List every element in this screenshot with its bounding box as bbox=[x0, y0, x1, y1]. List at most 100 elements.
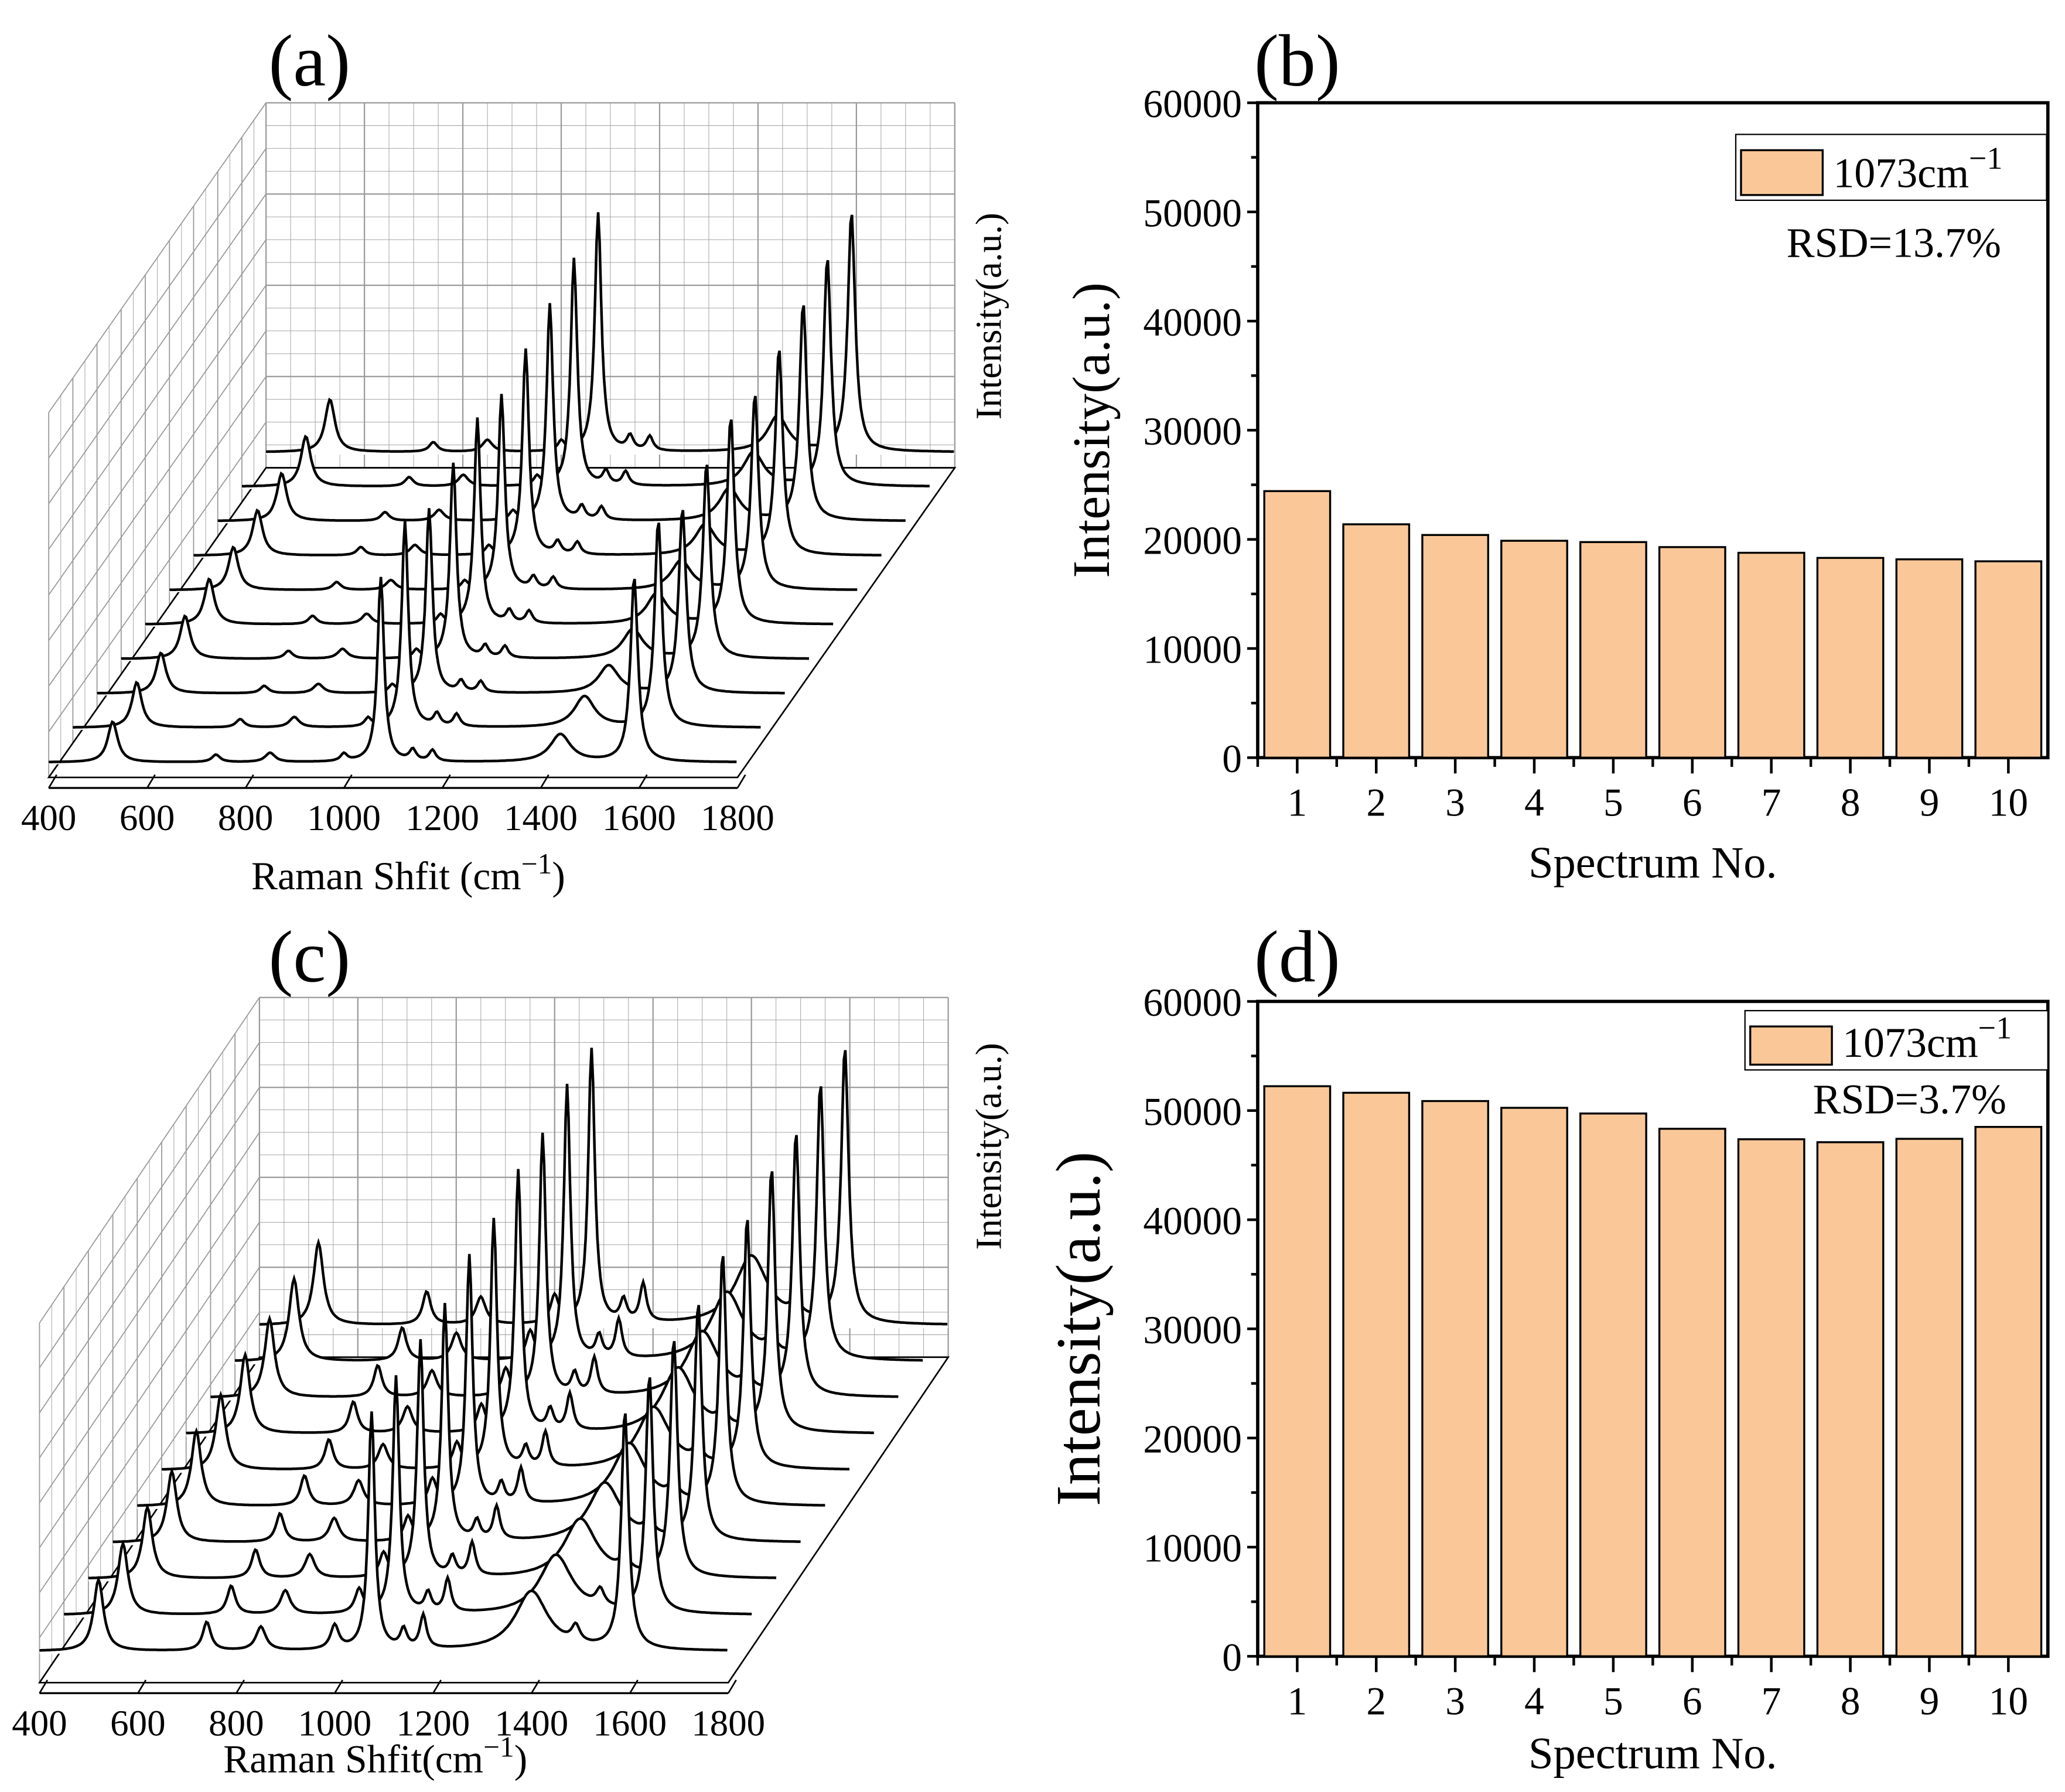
x-tick-label: 1000 bbox=[298, 1702, 371, 1743]
x-tick-label: 10 bbox=[1989, 780, 2028, 824]
x-tick bbox=[736, 774, 746, 789]
side-wall-gridline bbox=[39, 1177, 260, 1503]
x-tick bbox=[146, 774, 156, 789]
x-axis-label-superscript: −1 bbox=[483, 1730, 514, 1763]
panel-d-bar-chart: 0 10000 20000 30000 40000 50000 60000 1 2 3 4 5 6 7 8 9… bbox=[1044, 981, 2050, 1779]
x-tick-label: 1400 bbox=[494, 1702, 568, 1743]
x-tick bbox=[48, 774, 57, 789]
bar-10 bbox=[1974, 560, 2043, 759]
y-tick-label: 60000 bbox=[1143, 981, 1242, 1025]
legend-label: 1073cm−1 bbox=[1833, 141, 2002, 197]
panel-label-d: (d) bbox=[1254, 917, 1340, 998]
x-tick-label: 9 bbox=[1920, 1679, 1940, 1723]
bar-6 bbox=[1658, 1128, 1726, 1658]
y-tick-label: 0 bbox=[1222, 1636, 1242, 1680]
x-axis-label-text-end: ) bbox=[552, 854, 565, 898]
x-tick-label: 6 bbox=[1682, 780, 1702, 824]
bar-5 bbox=[1579, 541, 1647, 759]
spectrum-line-1 bbox=[39, 1411, 728, 1652]
spectrum-line-9 bbox=[234, 1084, 923, 1362]
panel-label-a: (a) bbox=[268, 21, 350, 102]
x-tick-label: 6 bbox=[1682, 1679, 1702, 1723]
spectrum-fill bbox=[169, 394, 859, 592]
bar-8 bbox=[1816, 557, 1885, 759]
bar-2 bbox=[1342, 523, 1411, 759]
y-tick-label: 30000 bbox=[1143, 409, 1242, 453]
panel-label-b: (b) bbox=[1254, 21, 1340, 102]
x-tick bbox=[531, 1680, 540, 1694]
x-tick-label: 1800 bbox=[701, 797, 774, 838]
x-tick-label: 1600 bbox=[602, 797, 676, 838]
spectrum-line-9 bbox=[241, 257, 930, 488]
x-tick-label: 2 bbox=[1366, 780, 1386, 824]
legend-label-superscript: −1 bbox=[1978, 1010, 2012, 1045]
x-tick-label: 1 bbox=[1288, 1679, 1308, 1723]
bar-2 bbox=[1342, 1091, 1411, 1658]
spectrum-line-8 bbox=[210, 1132, 899, 1398]
floor-outline bbox=[37, 1356, 950, 1684]
bar-9 bbox=[1895, 1138, 1964, 1658]
spectrum-line-5 bbox=[137, 1254, 825, 1507]
side-wall-gridline bbox=[39, 1267, 260, 1593]
spectrum-line-8 bbox=[217, 303, 906, 523]
bar-3 bbox=[1421, 534, 1490, 759]
side-wall-gridline bbox=[48, 285, 267, 596]
x-tick-label: 1400 bbox=[504, 797, 578, 838]
rsd-annotation: RSD=3.7% bbox=[1813, 1076, 2006, 1123]
x-tick-label: 1800 bbox=[691, 1702, 765, 1743]
side-wall-gridline bbox=[39, 1221, 260, 1548]
bar-4 bbox=[1500, 1107, 1568, 1658]
spectrum-line-2 bbox=[73, 520, 761, 729]
y-tick-label: 10000 bbox=[1143, 628, 1242, 672]
x-tick bbox=[441, 774, 451, 789]
bar-7 bbox=[1737, 1138, 1805, 1658]
legend-label: 1073cm−1 bbox=[1842, 1010, 2012, 1066]
side-wall-gridline bbox=[39, 1312, 260, 1639]
panel-b-bar-chart: 0 10000 20000 30000 40000 50000 60000 1 2 3 4 5 6 7 8 9… bbox=[1063, 82, 2050, 888]
x-tick-label: 9 bbox=[1920, 780, 1940, 824]
x-tick-label: 1 bbox=[1288, 780, 1308, 824]
spectrum-line-1 bbox=[49, 576, 737, 763]
spectrum-line-10 bbox=[259, 1047, 948, 1326]
x-axis-label-text: Raman Shfit (cm bbox=[251, 854, 521, 898]
legend-label-text: 1073cm bbox=[1833, 149, 1969, 196]
spectrum-fill bbox=[97, 508, 786, 696]
bar-8 bbox=[1816, 1141, 1885, 1658]
x-tick-label: 600 bbox=[120, 797, 175, 838]
x-tick-label: 600 bbox=[110, 1702, 165, 1743]
y-tick-label: 0 bbox=[1222, 737, 1242, 781]
x-tick-label: 1200 bbox=[396, 1702, 470, 1743]
side-wall-gridline bbox=[48, 102, 267, 413]
floor-outline bbox=[47, 467, 957, 779]
side-wall-gridline bbox=[48, 193, 267, 504]
spectrum-fill bbox=[266, 212, 955, 455]
x-tick bbox=[137, 1680, 147, 1694]
x-tick-label: 3 bbox=[1445, 1679, 1465, 1723]
x-tick-label: 400 bbox=[12, 1702, 67, 1743]
x-tick-label: 8 bbox=[1841, 1679, 1861, 1723]
spectrum-line-5 bbox=[145, 417, 834, 626]
spectrum-fill bbox=[121, 462, 810, 661]
side-wall-gridline bbox=[39, 997, 260, 1323]
x-tick bbox=[540, 774, 549, 789]
x-tick bbox=[638, 774, 648, 789]
x-tick-label: 4 bbox=[1524, 780, 1544, 824]
x-tick-label: 1600 bbox=[593, 1702, 667, 1743]
y-tick-label: 10000 bbox=[1143, 1527, 1242, 1571]
y-tick-label: 50000 bbox=[1143, 1090, 1242, 1134]
spectrum-line-3 bbox=[88, 1339, 777, 1579]
x-tick bbox=[343, 774, 353, 789]
panel-label-c: (c) bbox=[268, 917, 350, 998]
x-tick-label: 800 bbox=[209, 1702, 264, 1743]
legend-swatch bbox=[1749, 1025, 1833, 1066]
bar-4 bbox=[1500, 540, 1568, 759]
y-tick-label: 60000 bbox=[1143, 82, 1242, 126]
y-tick-label: 40000 bbox=[1143, 1199, 1242, 1243]
x-tick bbox=[39, 1680, 49, 1694]
panel-a-waterfall: 400 600 800 1000 1200 1400 1600 1800 Raman Shfit… bbox=[21, 102, 1009, 898]
y-axis-label: Intensity(a.u.) bbox=[1063, 282, 1121, 578]
spectrum-line-7 bbox=[193, 348, 882, 557]
bar-3 bbox=[1421, 1100, 1490, 1658]
side-wall-gridline bbox=[48, 422, 267, 732]
bar-1 bbox=[1263, 490, 1332, 759]
